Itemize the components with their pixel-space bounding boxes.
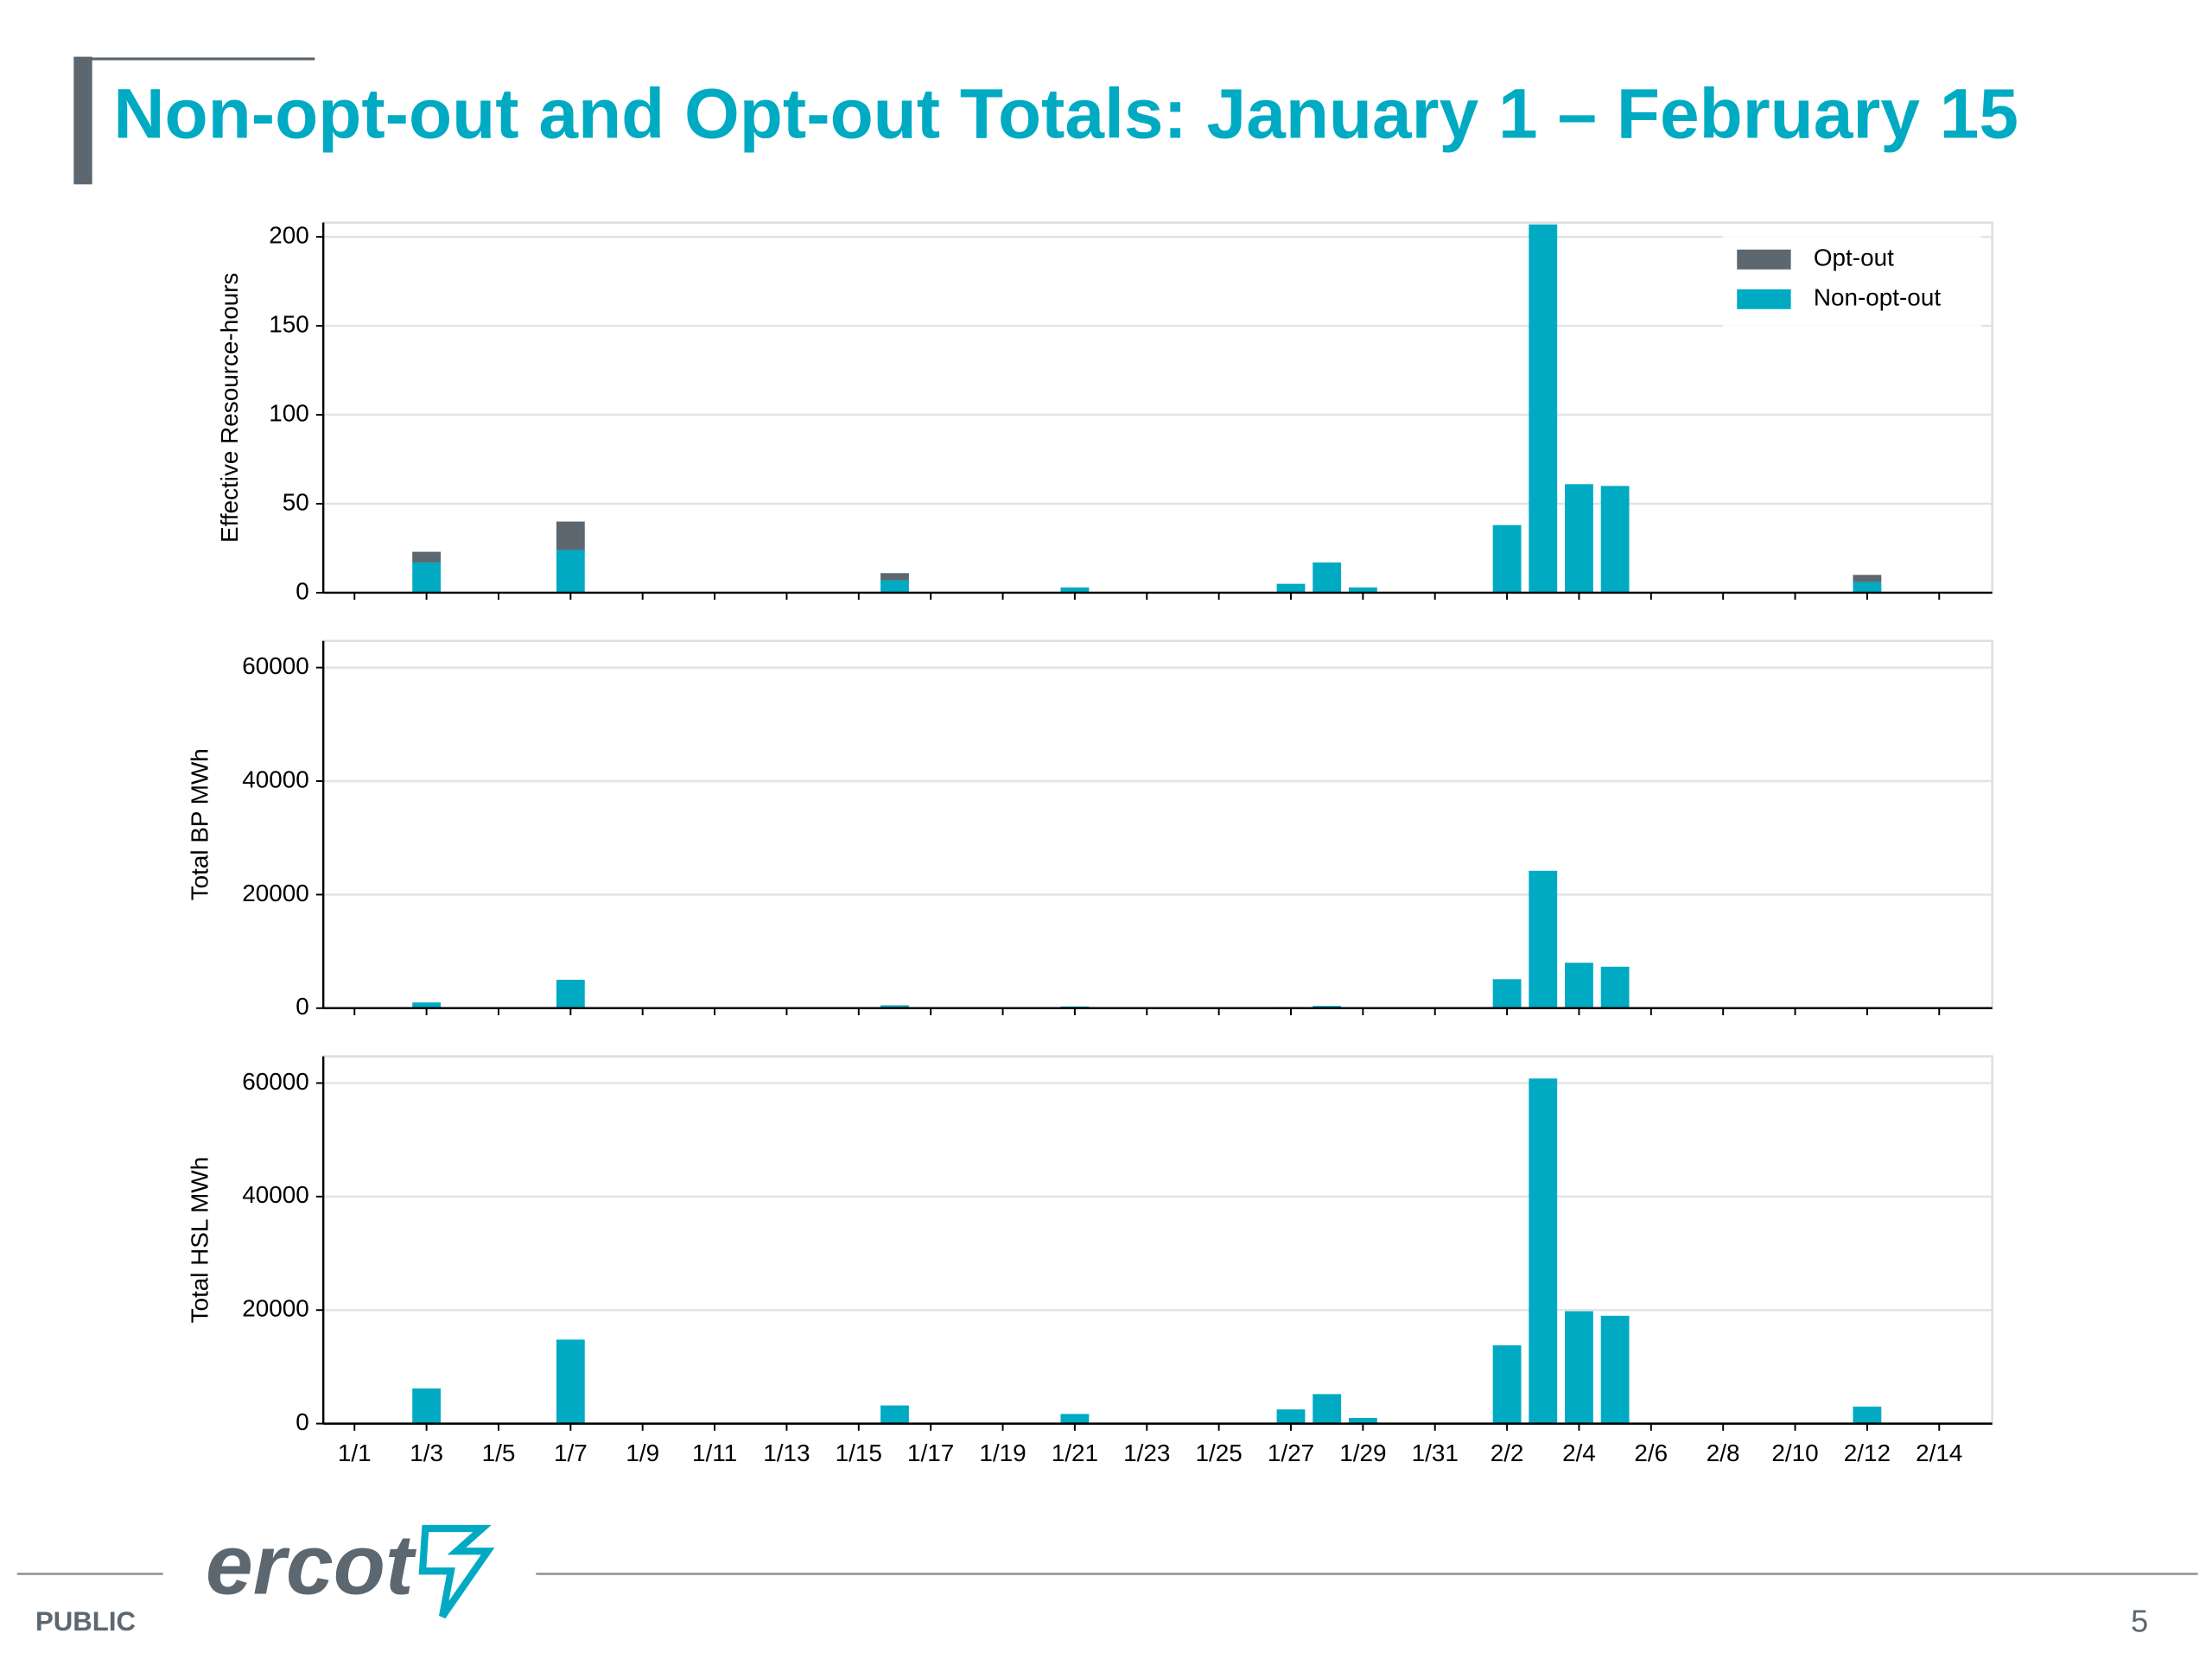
x-tick-label: 2/2	[1491, 1440, 1524, 1466]
bar	[1348, 1418, 1377, 1424]
y-tick-label: 20000	[242, 1295, 309, 1322]
bar	[1565, 1311, 1593, 1424]
y-tick-label: 60000	[242, 1068, 309, 1095]
y-tick-label: 100	[269, 399, 309, 426]
y-tick-label: 0	[296, 1408, 309, 1435]
y-axis-label: Effective Resource-hours	[216, 273, 243, 543]
x-tick-label: 2/6	[1634, 1440, 1668, 1466]
bar	[556, 979, 585, 1008]
y-tick-label: 60000	[242, 652, 309, 679]
bar-segment	[1348, 587, 1377, 593]
legend-label: Opt-out	[1814, 245, 1894, 271]
bar	[1565, 963, 1593, 1008]
bar-segment	[1313, 562, 1342, 593]
bar-segment	[1565, 484, 1593, 593]
bar-segment	[1492, 524, 1522, 593]
x-tick-label: 1/21	[1052, 1440, 1098, 1466]
x-tick-label: 1/15	[836, 1440, 882, 1466]
legend-swatch	[1737, 289, 1791, 309]
x-tick-label: 2/12	[1844, 1440, 1891, 1466]
logo-mark	[418, 1524, 495, 1619]
slide-title: Non-opt-out and Opt-out Totals: January …	[113, 75, 2018, 154]
x-tick-label: 1/3	[410, 1440, 443, 1466]
x-tick-label: 1/17	[907, 1440, 954, 1466]
logo-text: ercot	[206, 1516, 417, 1611]
x-tick-label: 1/31	[1412, 1440, 1459, 1466]
bar-segment	[1529, 224, 1558, 593]
bar	[1313, 1394, 1342, 1424]
x-tick-label: 1/29	[1339, 1440, 1386, 1466]
footer-label: PUBLIC	[35, 1606, 136, 1637]
y-tick-label: 150	[269, 310, 309, 337]
x-tick-label: 1/5	[482, 1440, 516, 1466]
x-tick-label: 2/8	[1707, 1440, 1740, 1466]
x-tick-label: 1/13	[763, 1440, 810, 1466]
y-tick-label: 40000	[242, 1181, 309, 1208]
x-tick-label: 1/11	[692, 1440, 737, 1466]
legend-swatch	[1737, 249, 1791, 270]
legend-label: Non-opt-out	[1814, 284, 1941, 311]
x-tick-label: 1/19	[979, 1440, 1026, 1466]
x-tick-label: 1/25	[1195, 1440, 1242, 1466]
bar	[1600, 1315, 1630, 1424]
bar-segment	[1600, 486, 1630, 593]
bar	[412, 1388, 442, 1424]
bar	[1529, 870, 1558, 1008]
bar	[880, 1005, 909, 1008]
x-tick-label: 1/9	[626, 1440, 659, 1466]
bar	[1853, 1406, 1882, 1424]
bar	[880, 1405, 909, 1424]
bar	[1492, 1344, 1522, 1424]
y-tick-label: 40000	[242, 766, 309, 792]
y-axis-label: Total BP MWh	[186, 748, 213, 900]
y-axis-label: Total HSL MWh	[186, 1157, 213, 1324]
bar	[1529, 1078, 1558, 1424]
bar-segment	[1060, 587, 1090, 593]
bar	[1313, 1006, 1342, 1008]
bar	[1492, 979, 1522, 1008]
bar	[1276, 1409, 1306, 1424]
bar-segment	[412, 551, 442, 563]
y-tick-label: 20000	[242, 880, 309, 906]
bar-segment	[556, 550, 585, 593]
x-tick-label: 1/1	[338, 1440, 372, 1466]
bar-segment	[1853, 575, 1882, 582]
x-tick-label: 2/10	[1771, 1440, 1818, 1466]
y-tick-label: 50	[283, 488, 309, 515]
y-tick-label: 200	[269, 221, 309, 248]
bar-segment	[556, 521, 585, 550]
x-tick-label: 2/4	[1562, 1440, 1596, 1466]
bar	[412, 1002, 442, 1008]
y-tick-label: 0	[296, 993, 309, 1020]
bar	[1060, 1414, 1090, 1424]
bar	[1600, 966, 1630, 1008]
x-tick-label: 1/23	[1123, 1440, 1170, 1466]
bar-segment	[880, 580, 909, 593]
x-tick-label: 2/14	[1916, 1440, 1962, 1466]
bar-segment	[880, 573, 909, 581]
bar-segment	[1276, 583, 1306, 593]
x-tick-label: 1/7	[554, 1440, 588, 1466]
page-number: 5	[2131, 1604, 2148, 1639]
bar-segment	[412, 562, 442, 593]
bar	[556, 1339, 585, 1424]
legend-box	[1722, 233, 1981, 328]
bar-segment	[1853, 582, 1882, 593]
title-bar	[73, 56, 92, 185]
y-tick-label: 0	[296, 577, 309, 604]
x-tick-label: 1/27	[1268, 1440, 1314, 1466]
